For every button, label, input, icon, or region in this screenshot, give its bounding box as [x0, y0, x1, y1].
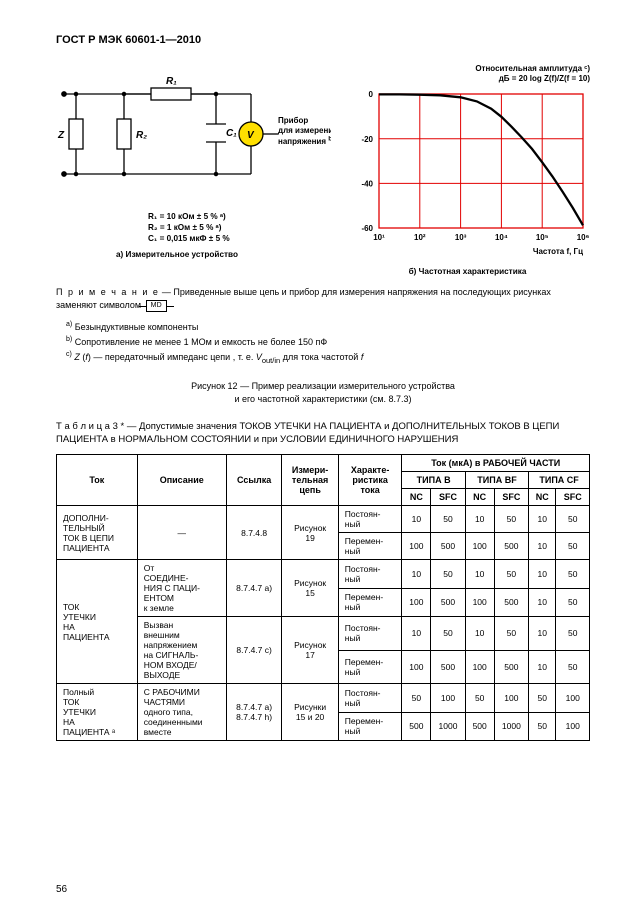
chart-title: Относительная амплитуда ᶜ) дБ = 20 log Z…	[345, 64, 590, 84]
circuit-caption: а) Измерительное устройство	[116, 250, 331, 259]
circuit-svg: Z R₂ R₁ C₁ V Прибор для измерения напряж…	[56, 64, 331, 204]
svg-text:10²: 10²	[414, 233, 426, 242]
doc-header: ГОСТ Р МЭК 60601-1—2010	[56, 34, 590, 46]
component-notes: R₁ = 10 кОм ± 5 % ᵃ) R₂ = 1 кОм ± 5 % ᵃ)…	[148, 211, 331, 244]
svg-text:-40: -40	[361, 179, 373, 188]
svg-text:10¹: 10¹	[373, 233, 385, 242]
svg-text:10⁴: 10⁴	[495, 233, 508, 242]
page-number: 56	[56, 884, 67, 895]
md-chip: MD	[146, 300, 167, 312]
svg-text:-20: -20	[361, 135, 373, 144]
page: ГОСТ Р МЭК 60601-1—2010	[0, 0, 630, 913]
svg-text:10⁶: 10⁶	[577, 233, 590, 242]
svg-text:-60: -60	[361, 224, 373, 233]
footnotes: а) Безындуктивные компоненты b) Сопротив…	[66, 320, 590, 366]
table-title: Т а б л и ц а 3 * — Допустимые значения …	[56, 420, 590, 447]
circuit-panel: Z R₂ R₁ C₁ V Прибор для измерения напряж…	[56, 64, 331, 259]
chart-svg: 10¹ 10² 10³ 10⁴ 10⁵ 10⁶ 0 -20 -40 -60 Частота f, Г…	[345, 88, 590, 258]
svg-text:Частота f, Гц: Частота f, Гц	[533, 247, 583, 256]
figure-caption: Рисунок 12 — Пример реализации измерител…	[56, 380, 590, 405]
svg-text:C₁: C₁	[226, 128, 237, 139]
figure-row: Z R₂ R₁ C₁ V Прибор для измерения напряж…	[56, 64, 590, 276]
instr-caption: Прибор для измерения напряжения b)	[278, 116, 331, 146]
leak-current-table: Ток Описание Ссылка Измери- тельная цепь…	[56, 454, 590, 741]
svg-text:10⁵: 10⁵	[536, 233, 549, 242]
note-block: П р и м е ч а н и е — Приведенные выше ц…	[56, 286, 590, 312]
svg-text:10³: 10³	[455, 233, 467, 242]
svg-text:0: 0	[369, 90, 374, 99]
chart-caption: б) Частотная характеристика	[345, 267, 590, 276]
chart-panel: Относительная амплитуда ᶜ) дБ = 20 log Z…	[345, 64, 590, 276]
svg-text:R₂: R₂	[136, 130, 147, 141]
svg-text:R₁: R₁	[166, 76, 177, 87]
svg-text:Z: Z	[57, 130, 65, 141]
